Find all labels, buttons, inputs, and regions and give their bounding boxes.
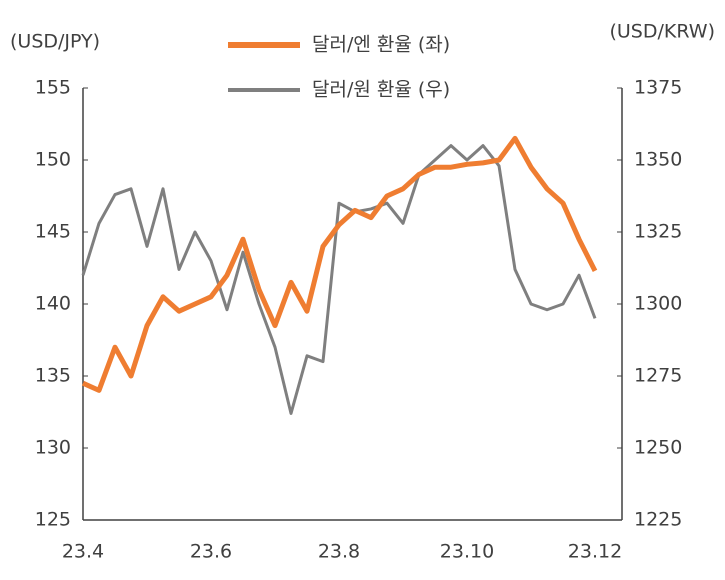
y-tick-label: 135 bbox=[35, 365, 71, 387]
x-tick-label: 23.10 bbox=[440, 541, 494, 563]
x-tick-label: 23.12 bbox=[568, 541, 622, 563]
legend-label: 달러/엔 환율 (좌) bbox=[312, 34, 450, 56]
y-tick-label: 145 bbox=[35, 221, 71, 243]
y2-tick-label: 1375 bbox=[634, 77, 682, 99]
y2-tick-label: 1275 bbox=[634, 365, 682, 387]
y2-tick-label: 1350 bbox=[634, 149, 682, 171]
x-tick-label: 23.6 bbox=[190, 541, 232, 563]
series-line bbox=[81, 144, 597, 415]
series-line bbox=[81, 135, 598, 393]
legend-label: 달러/원 환율 (우) bbox=[312, 79, 450, 101]
y2-axis-label: (USD/KRW) bbox=[609, 21, 715, 43]
y2-tick-label: 1225 bbox=[634, 509, 682, 531]
y2-tick-label: 1300 bbox=[634, 293, 682, 315]
y2-tick-label: 1325 bbox=[634, 221, 682, 243]
y-tick-label: 130 bbox=[35, 437, 71, 459]
y-tick-label: 150 bbox=[35, 149, 71, 171]
y2-tick-label: 1250 bbox=[634, 437, 682, 459]
y-tick-label: 155 bbox=[35, 77, 71, 99]
y-tick-label: 125 bbox=[35, 509, 71, 531]
x-tick-label: 23.8 bbox=[318, 541, 360, 563]
y-tick-label: 140 bbox=[35, 293, 71, 315]
y-axis-label: (USD/JPY) bbox=[10, 31, 100, 53]
x-tick-label: 23.4 bbox=[62, 541, 104, 563]
